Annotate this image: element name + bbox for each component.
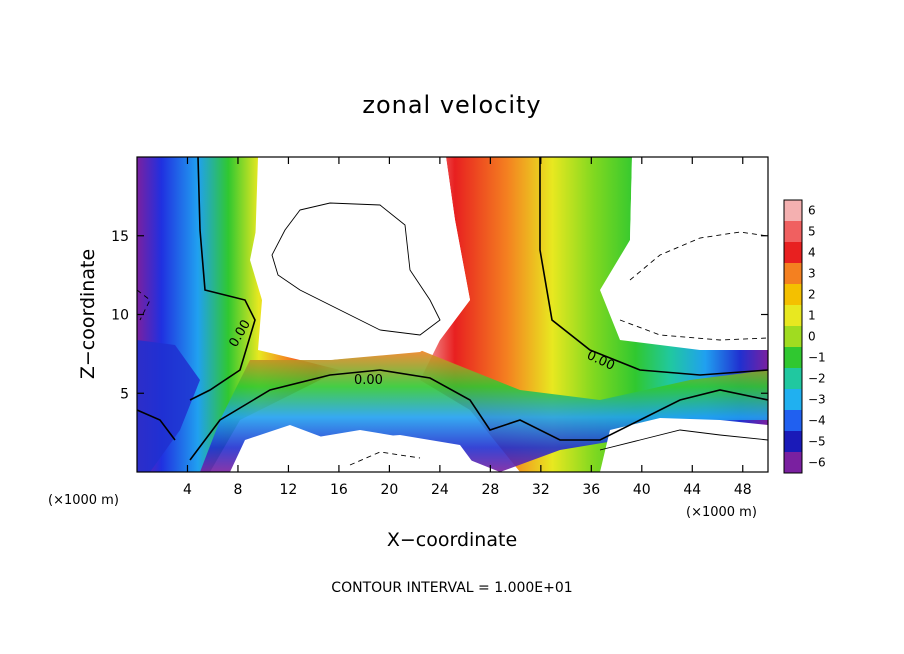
low-level-band [200,350,768,472]
colorbar-swatch [784,200,802,222]
negative-contours [137,231,768,466]
colorbar-swatch [784,326,802,348]
x-tick-label: 16 [330,482,348,498]
y-tick-label: 15 [111,229,129,245]
x-tick-label: 44 [683,482,701,498]
colorbar-level-label: 6 [808,204,816,218]
colorbar-swatch [784,347,802,369]
colorbar-swatch [784,221,802,243]
x-tick-label: 8 [233,482,242,498]
x-unit-left: (×1000 m) [48,493,119,508]
velocity-field: 0.00 0.00 0.00 [137,157,768,472]
colorbar-swatch [784,452,802,474]
x-axis: 4 8 12 16 20 24 28 32 36 40 44 48 [183,157,752,498]
x-tick-label: 48 [734,482,752,498]
thin-contours [271,202,768,451]
colorbar-level-label: −4 [808,414,826,428]
bottom-right-calm-region [600,418,768,472]
lower-left-region [137,340,200,472]
colorbar-level-label: −6 [808,456,826,470]
colorbar-swatch [784,368,802,390]
x-tick-label: 28 [481,482,499,498]
chart-title: zonal velocity [362,91,541,119]
upper-calm-region [255,157,470,360]
colorbar: 6 5 4 3 2 1 0 −1 −2 −3 −4 −5 −6 [783,199,826,474]
colorbar-swatch [784,389,802,411]
bottom-calm-region [230,425,480,472]
colorbar-level-label: 2 [808,288,816,302]
upper-right-calm-region [620,157,768,350]
colorbar-swatch [784,305,802,327]
colorbar-level-label: 5 [808,225,816,239]
colorbar-level-label: 1 [808,309,816,323]
contour-label-2: 0.00 [354,373,383,388]
y-tick-label: 10 [111,308,129,324]
x-tick-label: 4 [183,482,192,498]
x-tick-label: 20 [380,482,398,498]
colorbar-swatch [784,263,802,285]
colorbar-swatch [784,284,802,306]
x-tick-label: 12 [280,482,298,498]
colorbar-swatch [784,242,802,264]
x-tick-label: 40 [633,482,651,498]
contour-interval-note: CONTOUR INTERVAL = 1.000E+01 [331,580,572,596]
y-tick-label: 5 [120,386,129,402]
y-axis-label: Z−coordinate [77,249,99,379]
x-axis-label: X−coordinate [387,529,517,551]
y-axis: 5 10 15 [111,229,768,402]
zero-contours [137,157,768,461]
x-unit-right: (×1000 m) [686,505,757,520]
colorbar-level-label: 3 [808,267,816,281]
colorbar-level-label: −1 [808,351,826,365]
colorbar-frame [783,199,803,474]
colorbar-level-label: −2 [808,372,826,386]
colorbar-swatch [784,410,802,432]
colorbar-swatch [784,431,802,453]
colorbar-level-label: 0 [808,330,816,344]
x-tick-label: 36 [582,482,600,498]
x-tick-label: 24 [431,482,449,498]
colorbar-level-label: 4 [808,246,816,260]
colorbar-level-label: −5 [808,435,826,449]
x-tick-label: 32 [532,482,550,498]
colorbar-level-label: −3 [808,393,826,407]
